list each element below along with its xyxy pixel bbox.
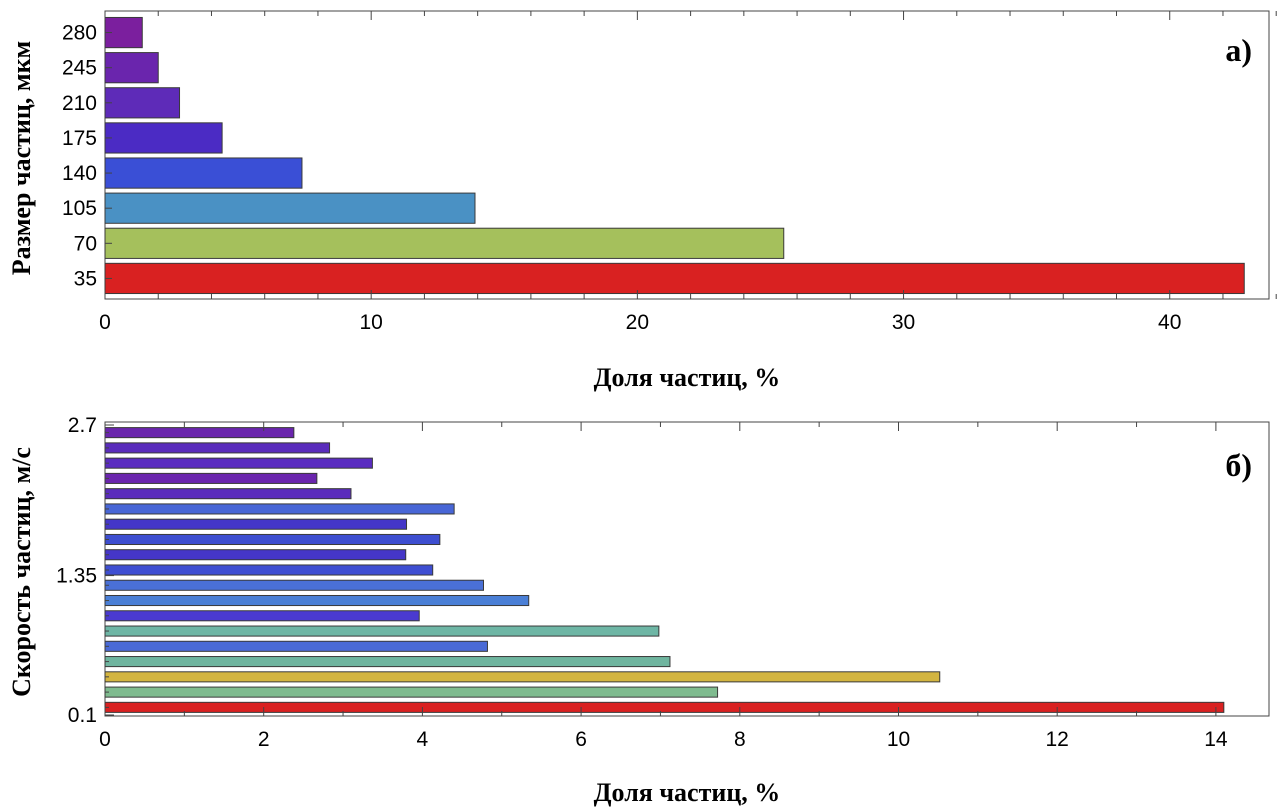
bar <box>104 457 373 469</box>
bar <box>104 87 181 119</box>
x-axis-title-b: Доля частиц, % <box>594 778 781 807</box>
y-tick-label: 245 <box>62 57 97 80</box>
x-tick-label: 0 <box>99 728 111 751</box>
bar <box>104 192 476 224</box>
x-tick-label: 2 <box>258 728 270 751</box>
x-tick-label: 6 <box>575 728 587 751</box>
x-tick-label: 14 <box>1204 728 1228 751</box>
bar <box>104 625 660 637</box>
bar <box>104 594 530 607</box>
y-tick-label: 280 <box>62 22 97 45</box>
x-tick-label: 10 <box>360 311 383 334</box>
x-axis-title-a: Доля частиц, % <box>594 363 781 392</box>
y-ticks-b: 0.1 1.35 2.7 <box>56 414 114 727</box>
x-tick-label: 20 <box>626 311 649 334</box>
y-tick-label: 175 <box>62 127 97 150</box>
x-tick-label: 0 <box>99 311 111 334</box>
x-tick-label: 40 <box>1158 311 1181 334</box>
bar <box>104 579 484 591</box>
x-tick-label: 12 <box>1046 728 1069 751</box>
y-tick-label: 35 <box>74 267 97 290</box>
x-ticks-a: 0 10 20 30 40 <box>99 11 1277 334</box>
panel-a: 0 10 20 30 40 35 70 105 140 175 210 245 280 a) Доля… <box>7 10 1277 392</box>
y-axis-title-a: Размер частиц, мкм <box>7 41 36 276</box>
bar <box>104 472 318 484</box>
y-tick-label: 70 <box>74 232 97 255</box>
y-ticks-a: 35 70 105 140 175 210 245 280 <box>62 22 112 290</box>
x-ticks-b: 0 2 4 6 8 10 12 14 <box>99 422 1228 751</box>
y-tick-label: 210 <box>62 92 97 115</box>
bar <box>104 640 488 652</box>
bar <box>104 518 408 530</box>
x-tick-label: 30 <box>892 311 915 334</box>
bars-b <box>104 427 1225 713</box>
plot-frame-a <box>104 10 1270 300</box>
panel-label-b: б) <box>1225 447 1252 483</box>
y-tick-label: 105 <box>62 197 97 220</box>
y-tick-label: 0.1 <box>68 704 97 727</box>
y-tick-label: 1.35 <box>56 565 97 588</box>
panel-b: 0 2 4 6 8 10 12 14 0.1 1.35 2.7 б) Доля частиц, %… <box>7 414 1270 807</box>
bar <box>104 262 1245 295</box>
y-axis-title-b: Скорость частиц, м/с <box>7 447 36 697</box>
bar <box>104 671 941 683</box>
bar <box>104 533 441 546</box>
bar <box>104 427 295 439</box>
bar <box>104 656 671 668</box>
y-tick-label: 2.7 <box>68 414 97 437</box>
x-tick-label: 8 <box>734 728 746 751</box>
bars-a <box>104 16 1245 295</box>
x-tick-label: 4 <box>417 728 429 751</box>
bar <box>104 157 303 189</box>
bar <box>104 564 434 576</box>
y-tick-label: 140 <box>62 162 97 185</box>
bar <box>104 122 223 154</box>
bar <box>104 686 719 698</box>
bar <box>104 227 785 259</box>
bar <box>104 549 407 561</box>
bar <box>104 610 420 622</box>
x-tick-label: 10 <box>887 728 910 751</box>
bar <box>104 442 331 454</box>
bar <box>104 52 159 84</box>
panel-label-a: a) <box>1225 32 1252 68</box>
bar <box>104 701 1225 713</box>
bar <box>104 503 455 515</box>
bar <box>104 488 352 500</box>
